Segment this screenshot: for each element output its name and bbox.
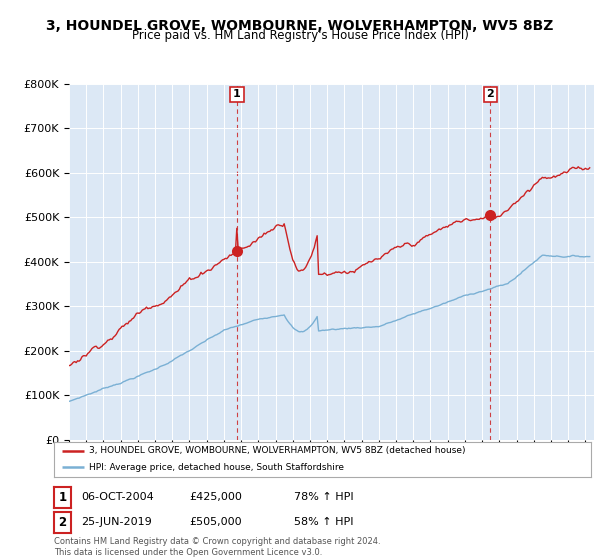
Text: 58% ↑ HPI: 58% ↑ HPI [294,517,353,528]
Text: HPI: Average price, detached house, South Staffordshire: HPI: Average price, detached house, Sout… [89,463,344,472]
Text: 06-OCT-2004: 06-OCT-2004 [81,492,154,502]
Text: 3, HOUNDEL GROVE, WOMBOURNE, WOLVERHAMPTON, WV5 8BZ: 3, HOUNDEL GROVE, WOMBOURNE, WOLVERHAMPT… [46,19,554,33]
Text: £425,000: £425,000 [189,492,242,502]
Text: 78% ↑ HPI: 78% ↑ HPI [294,492,353,502]
Text: 1: 1 [233,90,241,99]
Text: £505,000: £505,000 [189,517,242,528]
Text: 2: 2 [58,516,67,529]
Text: 2: 2 [487,90,494,99]
Text: 25-JUN-2019: 25-JUN-2019 [81,517,152,528]
Text: 1: 1 [58,491,67,504]
Text: Price paid vs. HM Land Registry's House Price Index (HPI): Price paid vs. HM Land Registry's House … [131,29,469,42]
Text: Contains HM Land Registry data © Crown copyright and database right 2024.
This d: Contains HM Land Registry data © Crown c… [54,537,380,557]
Text: 3, HOUNDEL GROVE, WOMBOURNE, WOLVERHAMPTON, WV5 8BZ (detached house): 3, HOUNDEL GROVE, WOMBOURNE, WOLVERHAMPT… [89,446,466,455]
